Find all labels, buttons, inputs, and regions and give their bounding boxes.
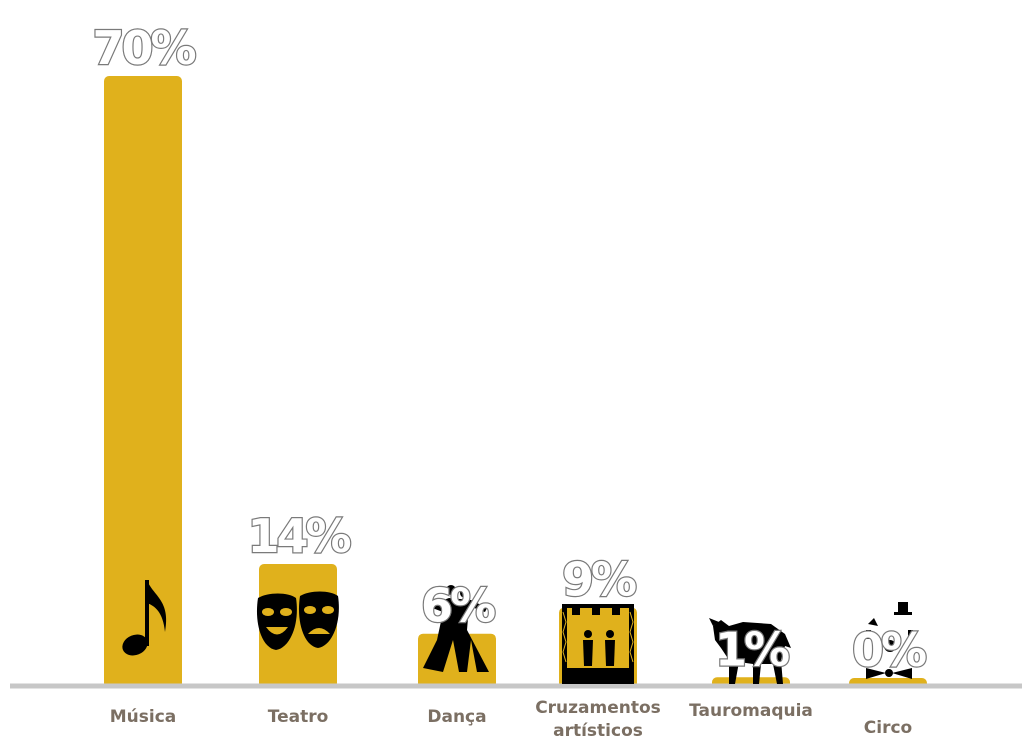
value-labels-layer: 70% 14% 6% 9% 1% 0% [91, 20, 930, 678]
value-label-2: 14% [247, 509, 350, 563]
theater-masks-icon [256, 591, 339, 650]
category-label-5: Tauromaquia [689, 701, 813, 721]
stage-performers-icon [562, 604, 634, 684]
category-label-1: Música [110, 707, 177, 727]
value-label-3: 6% [421, 579, 495, 633]
bull-icon [709, 618, 791, 684]
value-label-5: 1% [715, 622, 789, 676]
music-note-icon [122, 580, 167, 656]
clown-icon [866, 602, 913, 679]
bar-4 [559, 607, 637, 688]
bar-1 [104, 76, 182, 688]
value-label-6: 0% [852, 623, 926, 677]
value-label-4: 9% [562, 553, 636, 607]
category-label-2: Teatro [268, 707, 329, 727]
icons-layer [122, 580, 913, 684]
category-label-6: Circo [864, 718, 912, 738]
category-label-4-line-2: artísticos [553, 721, 643, 741]
ballroom-dancers-icon [423, 585, 489, 672]
bars-layer [104, 76, 927, 688]
category-labels-layer: Música Teatro Dança Cruzamentos artísticos Ta… [110, 698, 912, 741]
category-label-4-line-1: Cruzamentos [535, 698, 661, 718]
category-label-3: Dança [427, 707, 486, 727]
value-label-1: 70% [92, 21, 195, 75]
